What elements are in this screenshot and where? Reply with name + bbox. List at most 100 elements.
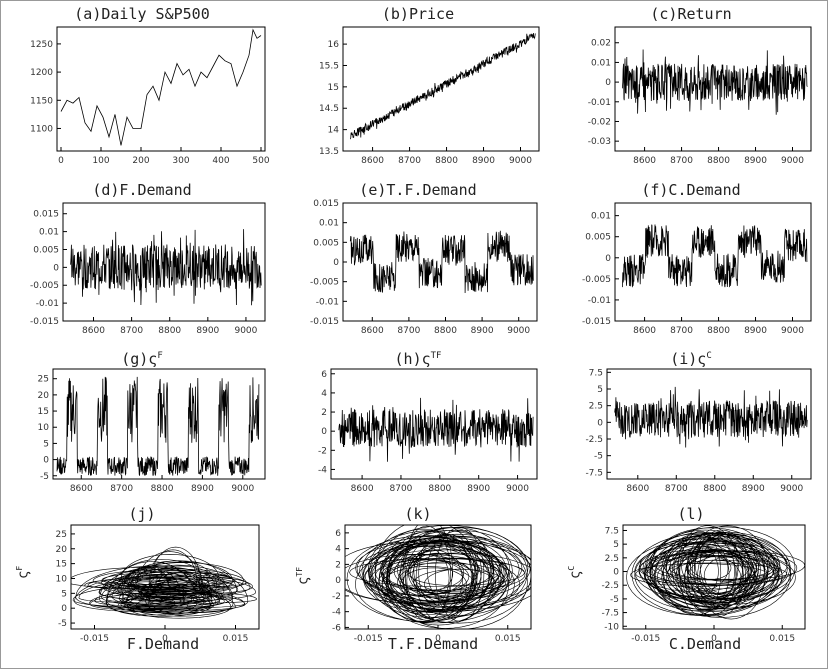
y-tick-label: 0.005 [313,238,339,248]
x-tick-label: 8700 [110,484,133,494]
panel-title: (f)C.Demand [641,181,741,199]
y-tick-label: 15 [328,83,339,93]
y-tick-label: -5 [58,619,67,629]
x-tick-label: 0 [711,634,717,644]
y-tick-label: -6 [332,623,341,633]
chart-i: 8600 8700 8800 8900 9000 -7.5 -5 -2.5 0 2.5 5 7.5 [585,368,812,494]
x-tick-label: 8700 [390,484,413,494]
x-tick-label: 8800 [151,484,174,494]
y-tick-label: -0.01 [588,296,611,306]
y-tick-label: 0.01 [591,58,611,68]
y-tick-label: 0.005 [33,245,59,255]
plot-frame [56,26,266,152]
y-tick-label: -5 [610,595,619,605]
y-tick-label: 10 [38,423,50,433]
y-tick-label: 0.01 [39,228,59,238]
panel-b: (b)Price 8600 8700 8800 8900 9000 13.5 14 14.5 1… [293,5,543,166]
y-tick-label: 0 [61,604,67,614]
panel-c: (c)Return 8600 8700 8800 8900 9000 -0.03 -0.02… [565,5,817,166]
panel-title: (a)Daily S&P500 [74,5,210,23]
chart-e: 8600 8700 8800 8900 9000 -0.015 -0.01 -0.005 0 0.… [310,199,538,336]
x-tick-label: 9000 [781,156,804,165]
x-tick-label: 8800 [435,156,458,165]
y-tick-label: 5 [61,589,67,599]
x-tick-label: 500 [252,156,269,165]
plot-frame [52,368,266,480]
panel-a: (a)Daily S&P500 0 100 200 300 400 500 1100 1150… [13,5,271,166]
x-tick-label: 8600 [633,326,656,336]
chart-f: 8600 8700 8800 8900 9000 -0.015 -0.01 -0.005 0 0.… [582,202,812,336]
panel-d: (d)F.Demand 8600 8700 8800 8900 9000 -0.015 -0… [13,181,271,341]
y-tick-label: 20 [56,545,68,555]
x-tick-label: 100 [92,156,109,165]
y-tick-label: -0.005 [582,275,611,285]
plot-frame [614,202,812,322]
y-tick-label: -2.5 [601,581,619,591]
y-tick-label: -0.005 [30,281,59,291]
x-axis-label: C.Demand [668,635,742,653]
y-tick-label: 25 [56,530,67,540]
x-tick-label: -0.015 [80,634,109,644]
y-tick-label: 5 [43,439,49,449]
y-tick-label: -0.015 [582,317,611,327]
y-tick-label: 0.015 [313,199,339,209]
y-tick-label: 2.5 [605,554,619,564]
x-tick-label: 300 [172,156,189,165]
x-tick-label: 0.015 [223,634,249,644]
y-tick-label: -2 [332,592,341,602]
chart-a: 0 100 200 300 400 500 1100 1150 1200 1250 [30,26,270,166]
x-axis-label: F.Demand [126,635,200,653]
y-tick-label: 0 [53,263,59,273]
x-tick-label: 8800 [707,156,730,165]
chart-h: 8600 8700 8800 8900 9000 -4 -2 0 2 4 6 [318,368,538,494]
x-tick-label: 8600 [626,484,649,494]
y-tick-label: -4 [318,465,327,475]
x-tick-label: 0 [435,634,441,644]
x-tick-label: 8600 [361,326,384,336]
y-tick-label: 20 [38,391,50,401]
panel-h: (h)ςTF 8600 8700 8800 8900 9000 -4 -2 0 2 4 6 [293,347,543,497]
series-line [338,397,534,462]
x-tick-label: 8900 [196,326,219,336]
y-tick-label: 10 [56,574,68,584]
x-tick-label: 8900 [744,156,767,165]
x-axis-label: T.F.Demand [387,635,479,653]
panel-title: (i)ςC [670,350,712,368]
y-tick-label: 1250 [30,40,53,50]
x-tick-label: -0.015 [354,634,383,644]
y-tick-label: 0.02 [591,39,611,49]
x-tick-label: 8800 [703,484,726,494]
chart-g: 8600 8700 8800 8900 9000 -5 0 5 10 15 20 25 [38,368,266,494]
chart-d: 8600 8700 8800 8900 9000 -0.015 -0.01 -0.005 0 0.… [30,202,266,336]
y-tick-label: 15 [38,407,49,417]
panel-i: (i)ςC 8600 8700 8800 8900 9000 -7.5 -5 -2.5 0 2.5… [565,347,817,497]
y-tick-label: -10 [604,622,619,632]
x-tick-label: 8700 [670,156,693,165]
x-tick-label: 8600 [633,156,656,165]
y-tick-label: 0 [333,258,339,268]
panel-title: (e)T.F.Demand [359,181,477,199]
y-tick-label: 14.5 [319,104,339,114]
y-tick-label: 0 [605,254,611,264]
x-tick-label: 8900 [742,484,765,494]
y-axis-label: ςF [15,565,32,579]
y-tick-label: 7.5 [589,368,603,378]
y-tick-label: 15 [56,560,67,570]
panel-title: (d)F.Demand [92,181,192,199]
x-tick-label: 9000 [506,484,529,494]
plot-frame [614,26,812,152]
plot-frame [330,368,538,480]
panel-title: (l) [677,505,705,523]
panel-l: (l) -0.015 0 0.015 -10 -7.5 -5 -2.5 0 2.5 5 7.5 C.… [565,505,817,665]
series-line [626,525,805,620]
x-tick-label: 8900 [471,326,494,336]
x-tick-label: 8600 [361,156,384,165]
y-tick-label: 2.5 [589,402,603,412]
panel-title: (b)Price [381,5,455,23]
x-tick-label: 400 [212,156,229,165]
y-tick-label: 16 [328,40,340,50]
x-tick-label: 0 [162,634,168,644]
y-tick-label: -0.005 [310,278,339,288]
y-tick-label: 2 [335,560,341,570]
y-tick-label: 15.5 [319,61,339,71]
